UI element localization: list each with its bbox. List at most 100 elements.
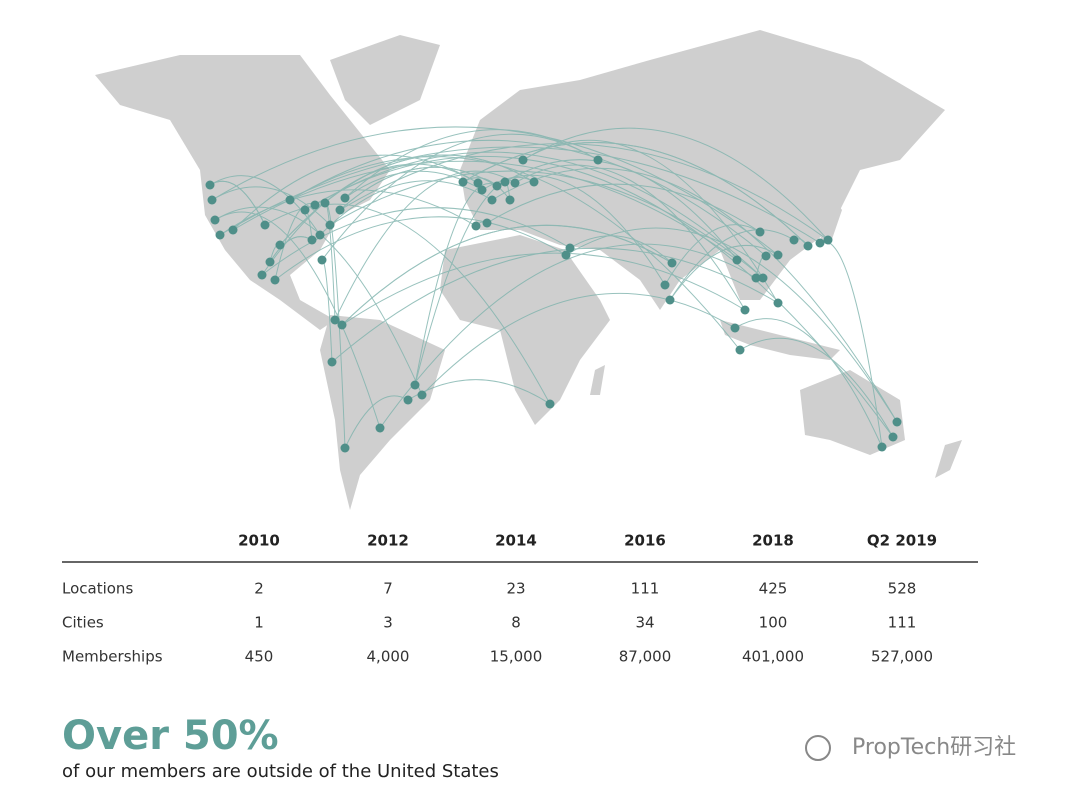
location-dot [260, 220, 270, 230]
location-dot [207, 195, 217, 205]
watermark-icon [805, 735, 831, 761]
location-dot [815, 238, 825, 248]
route-arc [339, 166, 498, 211]
table-cell: 450 [245, 648, 274, 666]
table-cell: 7 [383, 580, 393, 598]
route-arc [274, 216, 567, 281]
location-dot [505, 195, 515, 205]
route-arc [232, 160, 738, 261]
route-arc [331, 247, 779, 363]
route-arc [569, 235, 673, 264]
location-dot [888, 432, 898, 442]
table-cell: 23 [506, 580, 525, 598]
location-dot [730, 323, 740, 333]
route-arc [232, 154, 479, 231]
location-dot [892, 417, 902, 427]
location-dot [317, 255, 327, 265]
location-dot [228, 225, 238, 235]
column-header: Q2 2019 [867, 532, 937, 550]
route-arc [289, 139, 767, 257]
location-dot [270, 275, 280, 285]
location-dot [487, 195, 497, 205]
row-label: Cities [62, 614, 104, 632]
table-cell: 4,000 [367, 648, 410, 666]
location-dot [529, 177, 539, 187]
location-dot [823, 235, 833, 245]
route-arc [514, 164, 746, 311]
africa [440, 235, 610, 425]
location-dot [803, 241, 813, 251]
location-dot [751, 273, 761, 283]
location-dot [375, 423, 385, 433]
route-arc [314, 151, 764, 279]
route-arc [421, 292, 736, 396]
location-dot [773, 298, 783, 308]
route-arc [341, 252, 746, 326]
table-cell: 401,000 [742, 648, 804, 666]
route-arc [522, 127, 829, 241]
route-arc [379, 243, 757, 429]
route-arc [304, 156, 894, 438]
route-arc [669, 229, 795, 301]
route-arc [211, 126, 779, 256]
route-arc [341, 224, 673, 326]
location-dot [660, 280, 670, 290]
indonesia [720, 320, 840, 360]
table-cell: 34 [635, 614, 654, 632]
madagascar [590, 365, 605, 395]
location-dot [477, 185, 487, 195]
location-dot [500, 177, 510, 187]
location-dot [215, 230, 225, 240]
new-zealand [935, 440, 962, 478]
route-arc [289, 156, 741, 351]
australia [800, 370, 905, 455]
route-arc [329, 170, 764, 279]
route-arc [734, 318, 883, 448]
route-arc [664, 224, 761, 286]
location-dot [545, 399, 555, 409]
table-cell: 111 [631, 580, 660, 598]
location-dot [340, 443, 350, 453]
row-label: Memberships [62, 648, 163, 666]
route-arc [739, 337, 894, 438]
japan [820, 200, 842, 245]
route-arc [414, 176, 535, 386]
watermark: PropTech研习社 [852, 735, 1016, 760]
location-dot [458, 177, 468, 187]
location-dot [510, 178, 520, 188]
table-cell: 111 [888, 614, 917, 632]
location-dot [210, 215, 220, 225]
location-dot [482, 218, 492, 228]
location-dot [417, 390, 427, 400]
eurasia [460, 30, 945, 310]
column-header: 2016 [624, 532, 666, 550]
location-dot [789, 235, 799, 245]
location-dot [335, 205, 345, 215]
column-header: 2018 [752, 532, 794, 550]
location-dot [320, 198, 330, 208]
location-dot [340, 193, 350, 203]
table-cell: 15,000 [490, 648, 543, 666]
location-dot [732, 255, 742, 265]
route-arc [486, 183, 761, 233]
route-arc [219, 146, 821, 244]
greenland [330, 35, 440, 125]
location-dot [518, 155, 528, 165]
location-dot [773, 250, 783, 260]
location-dot [315, 230, 325, 240]
location-dot [330, 315, 340, 325]
table-cell: 1 [254, 614, 264, 632]
location-dot [761, 251, 771, 261]
location-dot [667, 258, 677, 268]
location-dots [205, 155, 902, 453]
north-america [95, 55, 390, 330]
route-arc [344, 395, 409, 449]
column-header: 2014 [495, 532, 537, 550]
route-arc [321, 133, 599, 261]
location-dot [310, 200, 320, 210]
location-dot [257, 270, 267, 280]
location-dot [471, 221, 481, 231]
route-arc [522, 139, 779, 304]
location-dot [410, 380, 420, 390]
